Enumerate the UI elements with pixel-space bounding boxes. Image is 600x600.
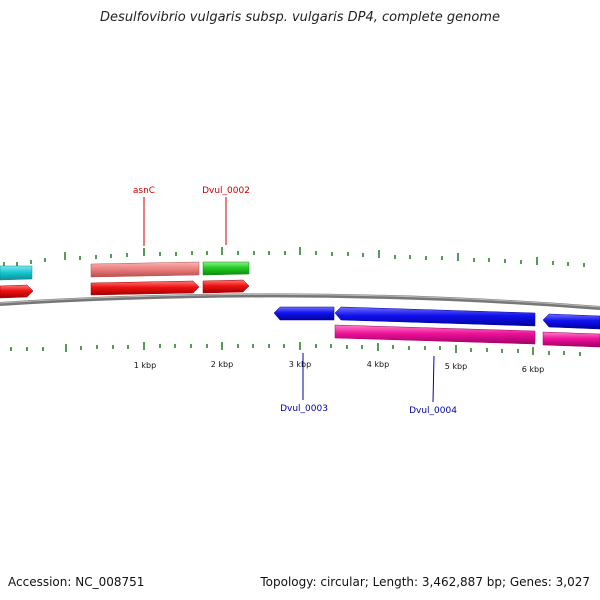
inner-tick-row — [10, 342, 581, 356]
scale-label-4kbp: 4 kbp — [367, 360, 389, 369]
gene-asnc-arrow[interactable] — [90, 280, 200, 296]
accession-text: Accession: NC_008751 — [8, 575, 145, 589]
scale-label-3kbp: 3 kbp — [289, 360, 311, 369]
gene-label-dvul-0003[interactable]: Dvul_0003 — [280, 404, 328, 414]
gene-dvul-0004-arrow[interactable] — [334, 306, 536, 327]
gene-dvul-0003-arrow[interactable] — [273, 306, 335, 321]
scale-label-1kbp: 1 kbp — [134, 361, 156, 370]
genome-title: Desulfovibrio vulgaris subsp. vulgaris D… — [100, 10, 500, 25]
label-leader-dvul-0004 — [432, 355, 435, 403]
gene-label-dvul-0002[interactable]: Dvul_0002 — [202, 186, 250, 196]
gene-blue-right-arrow[interactable] — [542, 313, 600, 330]
gene-cyan-outer[interactable] — [0, 265, 33, 281]
genome-backbone-highlight — [0, 293, 600, 308]
gene-asnc-outer[interactable] — [90, 261, 200, 278]
gene-magenta-right-outer[interactable] — [542, 331, 600, 348]
genome-summary-text: Topology: circular; Length: 3,462,887 bp… — [260, 575, 590, 589]
scale-label-2kbp: 2 kbp — [211, 360, 233, 369]
scale-label-6kbp: 6 kbp — [522, 365, 544, 374]
gene-arrow-red-left[interactable] — [0, 284, 34, 299]
gene-dvul-0002-arrow[interactable] — [202, 279, 250, 294]
outer-tick-row — [3, 247, 585, 267]
gene-label-asnc[interactable]: asnC — [133, 186, 155, 196]
gene-label-dvul-0004[interactable]: Dvul_0004 — [409, 406, 457, 416]
scale-label-5kbp: 5 kbp — [445, 362, 467, 371]
gene-dvul-0002-outer[interactable] — [202, 261, 250, 276]
genome-backbone — [0, 293, 600, 310]
gene-dvul-0004-outer[interactable] — [334, 324, 536, 345]
